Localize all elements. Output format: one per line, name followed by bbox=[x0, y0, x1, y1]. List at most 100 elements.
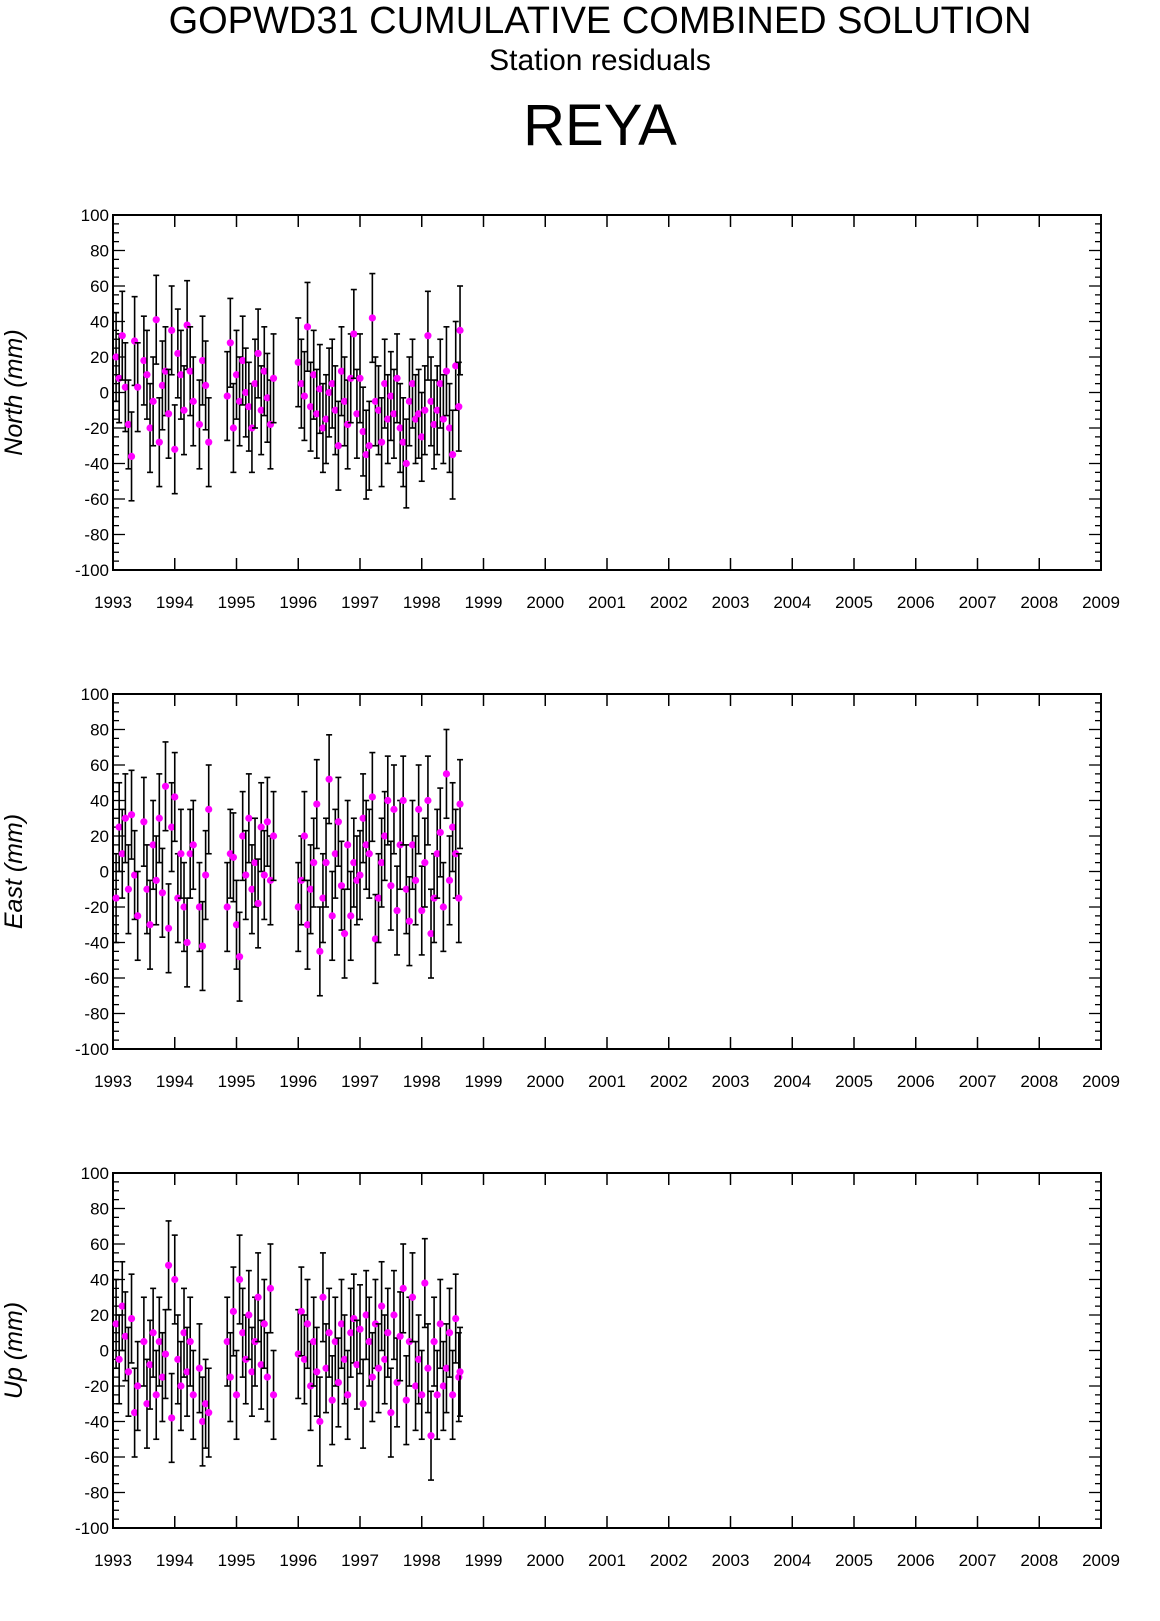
data-point bbox=[186, 1338, 194, 1346]
x-tick-label: 1999 bbox=[465, 593, 503, 612]
data-point bbox=[239, 1329, 247, 1337]
data-point bbox=[177, 850, 185, 858]
data-point bbox=[408, 841, 417, 849]
y-tick-label: -60 bbox=[84, 969, 109, 988]
data-point bbox=[415, 410, 423, 418]
data-point bbox=[127, 811, 136, 819]
data-point bbox=[205, 1409, 213, 1417]
data-point bbox=[242, 388, 250, 397]
x-tick-label: 1997 bbox=[341, 593, 379, 612]
data-point bbox=[239, 832, 247, 840]
data-point bbox=[183, 1368, 191, 1376]
data-point bbox=[124, 1368, 133, 1376]
data-point bbox=[411, 1382, 420, 1390]
data-point bbox=[248, 424, 256, 432]
data-point bbox=[229, 853, 238, 861]
x-tick-label: 2008 bbox=[1020, 1551, 1058, 1570]
y-tick-label: -20 bbox=[84, 898, 109, 917]
data-point bbox=[121, 383, 129, 391]
data-point bbox=[353, 1361, 361, 1369]
data-point bbox=[248, 1368, 256, 1376]
data-point bbox=[149, 1329, 157, 1337]
data-point bbox=[427, 1432, 435, 1440]
data-point bbox=[260, 367, 268, 375]
x-tick-label: 1997 bbox=[341, 1551, 379, 1570]
data-point bbox=[442, 367, 451, 375]
data-point bbox=[269, 1391, 278, 1399]
data-point bbox=[313, 410, 321, 418]
data-point bbox=[124, 420, 133, 429]
data-point bbox=[297, 380, 305, 388]
data-point bbox=[155, 1338, 163, 1346]
data-point bbox=[331, 406, 339, 414]
x-tick-label: 2003 bbox=[712, 1072, 750, 1091]
x-tick-label: 1993 bbox=[94, 593, 132, 612]
data-point bbox=[310, 859, 318, 867]
data-point bbox=[205, 805, 213, 813]
data-point bbox=[328, 912, 336, 920]
data-point bbox=[198, 1417, 207, 1426]
x-tick-label: 1999 bbox=[465, 1072, 503, 1091]
y-tick-label: -20 bbox=[84, 1377, 109, 1396]
x-tick-label: 1996 bbox=[279, 1072, 317, 1091]
data-point bbox=[430, 894, 438, 902]
x-tick-label: 2001 bbox=[588, 593, 626, 612]
data-point bbox=[353, 876, 361, 884]
data-point bbox=[242, 1355, 250, 1363]
data-point bbox=[427, 397, 435, 405]
data-point bbox=[319, 424, 327, 432]
data-point bbox=[442, 1364, 451, 1372]
y-tick-label: 80 bbox=[90, 1200, 109, 1219]
data-point bbox=[390, 410, 398, 418]
x-tick-label: 2005 bbox=[835, 1551, 873, 1570]
data-point bbox=[177, 1382, 185, 1390]
x-tick-label: 2002 bbox=[650, 1551, 688, 1570]
data-point bbox=[239, 356, 247, 365]
x-tick-label: 2005 bbox=[835, 593, 873, 612]
y-axis-label: Up (mm) bbox=[0, 1302, 28, 1399]
data-point bbox=[294, 358, 302, 366]
data-point bbox=[254, 349, 262, 358]
data-point bbox=[171, 793, 179, 801]
data-point bbox=[402, 885, 410, 893]
data-point bbox=[378, 859, 386, 867]
data-point bbox=[180, 903, 188, 911]
data-point bbox=[439, 903, 447, 911]
y-tick-label: -40 bbox=[84, 1413, 109, 1432]
chart-subtitle: Station residuals bbox=[489, 44, 711, 77]
x-tick-label: 1998 bbox=[403, 1072, 441, 1091]
data-point bbox=[449, 1391, 457, 1399]
data-point bbox=[140, 1338, 148, 1346]
data-point bbox=[433, 406, 441, 414]
x-tick-label: 2009 bbox=[1082, 593, 1120, 612]
x-tick-label: 2009 bbox=[1082, 1072, 1120, 1091]
data-point bbox=[331, 1338, 339, 1346]
data-point bbox=[337, 1320, 346, 1328]
data-point bbox=[127, 452, 136, 460]
data-point bbox=[174, 894, 182, 902]
data-point bbox=[384, 796, 392, 805]
data-point bbox=[430, 1338, 438, 1346]
data-point bbox=[378, 438, 386, 446]
data-point bbox=[362, 841, 370, 849]
data-point bbox=[152, 876, 160, 884]
y-tick-label: 80 bbox=[90, 721, 109, 740]
x-tick-label: 1994 bbox=[156, 593, 194, 612]
y-tick-label: 60 bbox=[90, 1235, 109, 1254]
x-tick-label: 1995 bbox=[218, 1551, 256, 1570]
y-tick-label: 40 bbox=[90, 1271, 109, 1290]
x-tick-label: 2007 bbox=[959, 1072, 997, 1091]
data-point bbox=[300, 832, 309, 840]
data-point bbox=[387, 1409, 395, 1417]
x-tick-label: 1996 bbox=[279, 593, 317, 612]
data-point bbox=[263, 818, 271, 826]
data-point bbox=[421, 1279, 429, 1287]
data-point bbox=[356, 374, 364, 382]
data-point bbox=[359, 427, 367, 436]
data-point bbox=[168, 823, 176, 831]
data-point bbox=[368, 314, 376, 322]
data-point bbox=[164, 924, 173, 932]
data-point bbox=[118, 1302, 126, 1310]
data-point bbox=[418, 906, 426, 915]
data-point bbox=[424, 1364, 432, 1372]
